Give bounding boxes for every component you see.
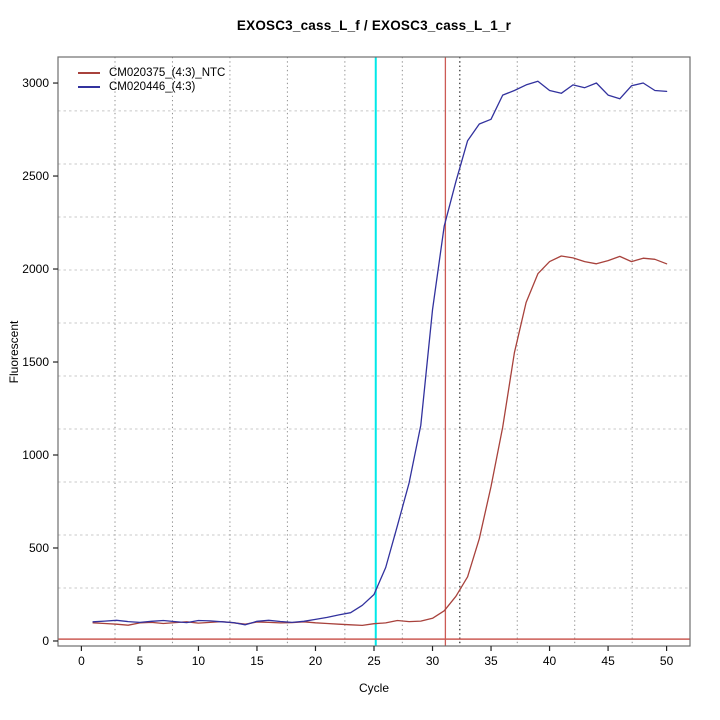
plot-box	[57, 56, 691, 647]
y-tick-label: 0	[42, 634, 49, 648]
legend-line-swatch-red	[78, 72, 100, 74]
legend-label: CM020446_(4:3)	[109, 81, 196, 93]
x-tick-label: 10	[192, 654, 206, 668]
series-curve-0	[92, 255, 668, 627]
x-axis-label: Cycle	[358, 681, 389, 695]
chart-title: EXOSC3_cass_L_f / EXOSC3_cass_L_1_r	[236, 18, 512, 33]
x-tick-label: 40	[543, 654, 557, 668]
y-tick-label: 1000	[22, 448, 49, 462]
y-tick-label: 2500	[22, 169, 49, 183]
x-tick-label: 45	[601, 654, 615, 668]
y-tick-label: 2000	[22, 262, 49, 276]
y-tick-label: 500	[29, 541, 49, 555]
legend: CM020375_(4:3)_NTC CM020446_(4:3)	[78, 66, 225, 94]
x-tick-label: 0	[78, 654, 85, 668]
x-tick-label: 25	[367, 654, 381, 668]
x-tick-label: 20	[309, 654, 323, 668]
series-curve-1	[92, 80, 668, 626]
y-tick-label: 3000	[22, 76, 49, 90]
x-tick-label: 30	[426, 654, 440, 668]
x-tick-label: 15	[250, 654, 264, 668]
legend-label: CM020375_(4:3)_NTC	[109, 67, 226, 79]
y-tick-label: 1500	[22, 355, 49, 369]
y-axis-label: Fluorescent	[7, 320, 21, 384]
legend-entry: CM020446_(4:3)	[78, 80, 225, 94]
legend-line-swatch-blue	[78, 86, 100, 88]
legend-entry: CM020375_(4:3)_NTC	[78, 66, 225, 80]
x-tick-label: 35	[484, 654, 498, 668]
x-tick-label: 50	[660, 654, 674, 668]
x-tick-label: 5	[137, 654, 144, 668]
